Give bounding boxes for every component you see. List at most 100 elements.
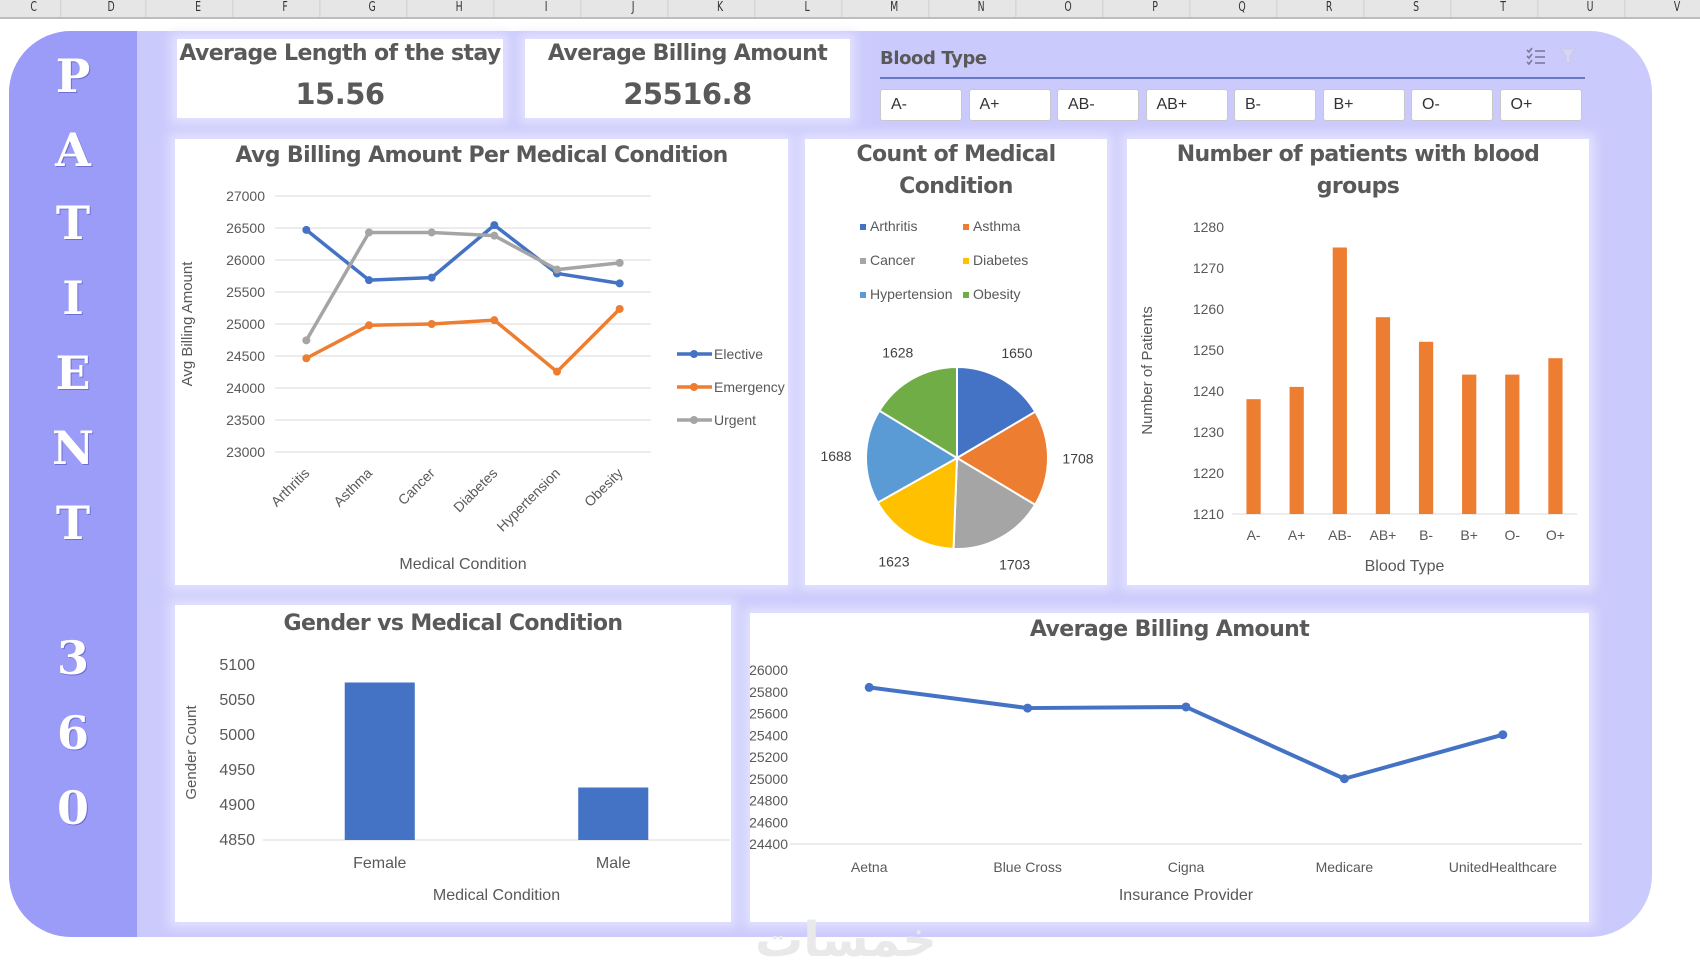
y-tick-label: 23000 — [226, 444, 265, 460]
column-header[interactable]: S — [1382, 0, 1452, 17]
chart-title: Avg Billing Amount Per Medical Condition — [235, 143, 728, 168]
series-line-urgent — [304, 230, 620, 342]
chart-title: Number of patients with blood groups — [1176, 142, 1540, 199]
kpi-value: 15.56 — [295, 77, 385, 111]
column-header[interactable]: L — [773, 0, 843, 17]
data-label: 1628 — [882, 344, 913, 360]
x-axis-title: Medical Condition — [399, 556, 526, 573]
slicer-option-aneg[interactable]: A- — [880, 89, 962, 121]
y-tick-label: 1260 — [1193, 301, 1224, 317]
y-tick-label: 1220 — [1193, 465, 1224, 481]
column-header[interactable]: I — [512, 0, 582, 17]
x-tick-label: B+ — [1460, 527, 1478, 543]
sidebar-title-letter: 6 — [56, 706, 89, 760]
data-point — [490, 221, 499, 230]
column-header[interactable]: N — [947, 0, 1017, 17]
bar-ab+ — [1375, 317, 1391, 514]
x-axis-title: Insurance Provider — [1119, 887, 1254, 904]
column-header[interactable]: U — [1556, 0, 1626, 17]
column-header[interactable]: F — [251, 0, 321, 17]
pie-slice-diabetes — [876, 456, 959, 550]
x-tick-label: Cancer — [395, 465, 438, 508]
y-axis-title: Avg Billing Amount — [179, 261, 196, 387]
kpi-label: Average Billing Amount — [547, 41, 828, 66]
column-header[interactable]: M — [860, 0, 930, 17]
legend-label: Emergency — [714, 379, 785, 395]
sidebar-title-letter: 0 — [56, 781, 89, 835]
chart-card-insurance: Average Billing Amount 24400 24600 24800 25… — [750, 613, 1589, 922]
x-tick-label: UnitedHealthcare — [1449, 859, 1557, 875]
legend-label: Diabetes — [973, 252, 1028, 268]
column-header[interactable]: T — [1469, 0, 1539, 17]
column-header[interactable]: O — [1034, 0, 1104, 17]
column-header[interactable]: Q — [1208, 0, 1278, 17]
series-line — [868, 685, 1504, 781]
column-header[interactable]: P — [1121, 0, 1191, 17]
legend-label: Elective — [714, 346, 763, 362]
y-tick-label: 1240 — [1193, 383, 1224, 399]
y-tick-label: 24400 — [750, 836, 788, 852]
x-tick-label: O- — [1505, 527, 1521, 543]
y-tick-label: 26500 — [226, 220, 265, 236]
slicer-option-bneg[interactable]: B- — [1234, 89, 1316, 121]
column-header[interactable]: C — [7, 0, 62, 17]
y-tick-label: 25400 — [750, 727, 788, 743]
y-tick-label: 25500 — [226, 284, 265, 300]
sidebar-title-letter: N — [51, 421, 95, 475]
x-tick-label: A- — [1247, 527, 1261, 543]
multi-select-icon[interactable] — [1525, 46, 1547, 73]
legend-marker — [690, 383, 698, 391]
slicer-option-apos[interactable]: A+ — [968, 89, 1051, 121]
column-header[interactable]: K — [686, 0, 756, 17]
pie-slice-obesity — [877, 365, 958, 460]
slicer-option-abpos[interactable]: AB+ — [1145, 89, 1228, 121]
slicer-option-abneg[interactable]: AB- — [1057, 89, 1139, 121]
slicer-option-bpos[interactable]: B+ — [1322, 89, 1405, 121]
x-tick-label: Blue Cross — [993, 859, 1061, 875]
x-tick-label: Aetna — [851, 859, 888, 875]
legend-swatch — [963, 258, 969, 264]
data-point — [553, 265, 561, 274]
slicer-option-opos[interactable]: O+ — [1499, 89, 1582, 121]
y-tick-label: 5050 — [219, 692, 255, 709]
legend-swatch — [963, 224, 969, 230]
y-tick-label: 4900 — [219, 797, 255, 814]
y-tick-label: 1210 — [1193, 506, 1224, 522]
column-header[interactable]: D — [77, 0, 147, 17]
x-tick-label: O+ — [1546, 527, 1565, 543]
column-header[interactable]: E — [164, 0, 234, 17]
legend-label: Arthritis — [870, 218, 917, 234]
x-tick-label: A+ — [1288, 527, 1306, 543]
column-header[interactable]: J — [599, 0, 669, 17]
y-tick-label: 1230 — [1193, 424, 1224, 440]
column-header[interactable]: G — [338, 0, 408, 17]
data-label: 1688 — [820, 448, 851, 464]
legend-marker — [690, 416, 698, 424]
x-tick-label: Arthritis — [268, 465, 313, 510]
data-point — [615, 279, 624, 288]
column-header[interactable]: H — [425, 0, 495, 17]
data-point — [365, 276, 373, 285]
slicer-option-oneg[interactable]: O- — [1411, 89, 1493, 121]
bar-b+ — [1462, 374, 1477, 514]
data-point — [302, 354, 311, 363]
clear-filter-icon[interactable] — [1559, 46, 1579, 73]
watermark: خمسات — [755, 912, 937, 968]
y-tick-label: 1250 — [1193, 342, 1224, 358]
x-tick-label: Hypertension — [493, 465, 563, 535]
data-point — [1498, 730, 1508, 740]
x-tick-label: Female — [353, 855, 406, 872]
column-header[interactable]: V — [1643, 0, 1700, 17]
chart-title: Count of Medical Condition — [856, 142, 1056, 199]
x-axis-title: Medical Condition — [433, 887, 560, 904]
blood-groups-chart: 1210 1220 1230 1240 1250 1260 1270 1280 A- A+ AB- A… — [1139, 219, 1577, 575]
y-tick-label: 5100 — [219, 657, 255, 674]
data-point — [615, 258, 624, 267]
y-tick-label: 25800 — [750, 684, 788, 700]
column-header[interactable]: R — [1295, 0, 1365, 17]
data-point — [427, 320, 436, 328]
series-line-emergency — [305, 307, 621, 374]
data-point — [864, 682, 874, 692]
